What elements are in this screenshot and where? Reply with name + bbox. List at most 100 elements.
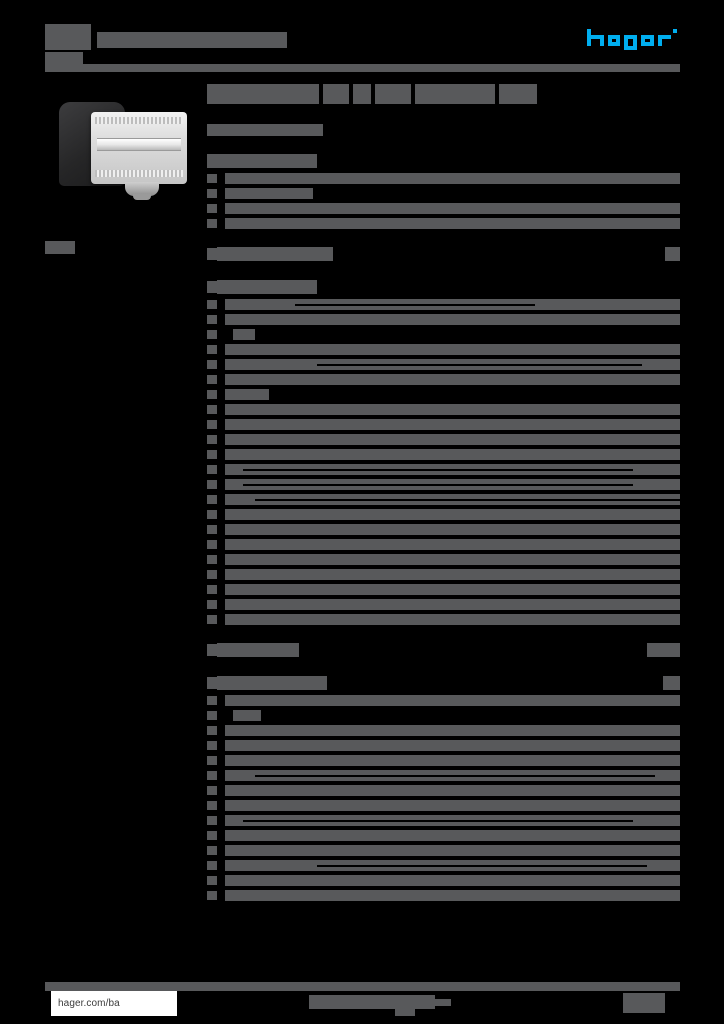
toc-entry-number xyxy=(207,390,217,399)
page-footer: hager.com/ba xyxy=(45,982,680,1016)
toc-entry-row[interactable] xyxy=(207,186,680,200)
toc-entry-label xyxy=(217,247,333,261)
toc-entry-row[interactable] xyxy=(207,552,680,566)
toc-group xyxy=(207,641,680,659)
toc-entry-row[interactable] xyxy=(207,798,680,812)
toc-entry-row[interactable] xyxy=(207,828,680,842)
toc-entry-row[interactable] xyxy=(207,873,680,887)
toc-entry-row[interactable] xyxy=(207,597,680,611)
toc-entry-label xyxy=(225,449,680,460)
toc-entry-row[interactable] xyxy=(207,738,680,752)
toc-group-gap xyxy=(207,231,680,245)
toc-entry-row[interactable] xyxy=(207,537,680,551)
toc-entry-label xyxy=(225,314,680,325)
toc-leader-dots xyxy=(243,820,633,822)
document-title-redacted xyxy=(207,84,537,104)
toc-entry-row[interactable] xyxy=(207,582,680,596)
toc-entry-row[interactable] xyxy=(207,858,680,872)
footer-center-redacted xyxy=(309,995,435,1009)
toc-entry-row[interactable] xyxy=(207,447,680,461)
toc-entry-row[interactable] xyxy=(207,813,680,827)
toc-entry-label xyxy=(225,584,680,595)
toc-entry-number xyxy=(207,585,217,594)
toc-entry-row[interactable] xyxy=(207,357,680,371)
toc-entry-row[interactable] xyxy=(207,417,680,431)
toc-leader-dots xyxy=(295,304,535,306)
toc-group-gap xyxy=(207,660,680,674)
toc-entry-row[interactable] xyxy=(207,783,680,797)
toc-entry-label xyxy=(225,188,313,199)
toc-entry-number xyxy=(207,741,217,750)
toc-entry-row[interactable] xyxy=(207,522,680,536)
toc-leader-dots xyxy=(317,364,642,366)
toc-section-row[interactable] xyxy=(207,245,680,263)
toc-section-row[interactable] xyxy=(207,278,680,296)
toc-entry-row[interactable] xyxy=(207,753,680,767)
toc-entry-row[interactable] xyxy=(207,567,680,581)
toc-entry-label xyxy=(225,725,680,736)
toc-entry-label xyxy=(225,614,680,625)
toc-entry-label xyxy=(225,890,680,901)
page-header xyxy=(45,14,680,67)
toc-entry-row[interactable] xyxy=(207,708,680,722)
toc-entry-label xyxy=(225,755,680,766)
toc-entry-row[interactable] xyxy=(207,432,680,446)
toc-entry-row[interactable] xyxy=(207,843,680,857)
title-segment xyxy=(353,84,371,104)
toc-entry-label xyxy=(225,800,680,811)
left-column-caption-redacted xyxy=(45,241,75,254)
toc-section-row[interactable] xyxy=(207,641,680,659)
footer-url-box[interactable]: hager.com/ba xyxy=(51,991,177,1016)
toc-section-row[interactable] xyxy=(207,674,680,692)
toc-entry-row[interactable] xyxy=(207,342,680,356)
toc-leader-dots xyxy=(337,254,657,256)
toc-leader-dots xyxy=(255,775,655,777)
toc-entry-row[interactable] xyxy=(207,507,680,521)
toc-entry-label xyxy=(225,374,680,385)
toc-entry-number xyxy=(207,510,217,519)
toc-entry-label xyxy=(217,280,317,294)
toc-entry-page-number xyxy=(663,676,680,690)
footer-divider xyxy=(45,982,680,991)
toc-entry-row[interactable] xyxy=(207,171,680,185)
toc-leader-dots xyxy=(243,469,633,471)
toc-entry-row[interactable] xyxy=(207,402,680,416)
toc-group-gap xyxy=(207,627,680,641)
toc-entry-number xyxy=(207,204,217,213)
product-base xyxy=(125,182,159,196)
product-lamp-window xyxy=(97,138,181,151)
toc-entry-number xyxy=(207,189,217,198)
toc-entry-row[interactable] xyxy=(207,477,680,491)
toc-entry-label xyxy=(225,539,680,550)
toc-entry-row[interactable] xyxy=(207,693,680,707)
toc-entry-label xyxy=(217,643,299,657)
toc-entry-row[interactable] xyxy=(207,312,680,326)
toc-entry-row[interactable] xyxy=(207,297,680,311)
toc-section-row[interactable] xyxy=(207,152,680,170)
toc-entry-number xyxy=(207,495,217,504)
toc-entry-number xyxy=(207,315,217,324)
toc-leader-dots xyxy=(319,650,639,652)
toc-entry-number xyxy=(207,831,217,840)
toc-entry-label xyxy=(225,785,680,796)
toc-entry-row[interactable] xyxy=(207,888,680,902)
toc-group xyxy=(207,278,680,626)
title-segment xyxy=(207,84,319,104)
toc-entry-number xyxy=(207,615,217,624)
title-segment xyxy=(375,84,411,104)
toc-entry-row[interactable] xyxy=(207,327,680,341)
toc-entry-row[interactable] xyxy=(207,723,680,737)
toc-entry-row[interactable] xyxy=(207,372,680,386)
toc-entry-label xyxy=(225,509,680,520)
toc-entry-row[interactable] xyxy=(207,462,680,476)
title-segment xyxy=(499,84,537,104)
toc-entry-row[interactable] xyxy=(207,201,680,215)
toc-entry-row[interactable] xyxy=(207,612,680,626)
toc-entry-row[interactable] xyxy=(207,492,680,506)
toc-entry-row[interactable] xyxy=(207,768,680,782)
toc-entry-row[interactable] xyxy=(207,216,680,230)
toc-entry-row[interactable] xyxy=(207,387,680,401)
toc-entry-label xyxy=(225,695,680,706)
toc-entry-number xyxy=(207,801,217,810)
